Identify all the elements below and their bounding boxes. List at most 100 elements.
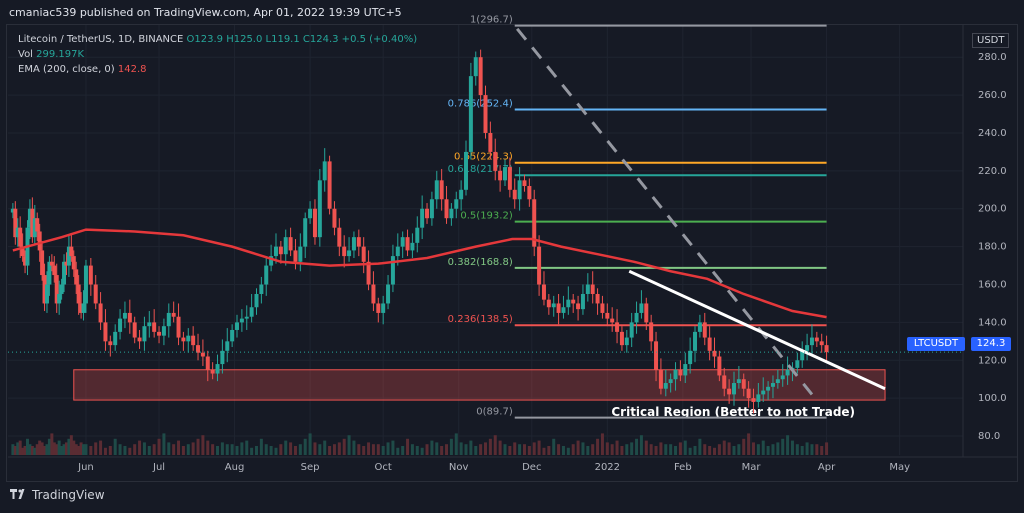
volume-bar [89, 446, 93, 455]
volume-bar [503, 444, 507, 455]
x-tick-label: Oct [375, 462, 392, 473]
volume-bar [391, 440, 395, 455]
y-tick-label: 280.0 [978, 52, 1007, 63]
volume-bar [67, 438, 71, 455]
candle-body [702, 322, 707, 338]
candle-body [239, 318, 244, 323]
candle-body [717, 356, 722, 376]
candle-body [76, 284, 81, 304]
x-tick-label: Mar [742, 462, 762, 473]
candle-body [293, 250, 298, 262]
volume-bar [47, 438, 51, 455]
volume-bar [211, 444, 215, 455]
y-tick-label: 120.0 [978, 355, 1007, 366]
price-symbol: LTCUSDT [907, 337, 965, 351]
candle-body [639, 303, 644, 313]
candle-body [152, 322, 157, 332]
candle-body [171, 312, 176, 317]
volume-bar [547, 446, 551, 455]
volume-bar [323, 440, 327, 455]
candle-body [13, 208, 18, 238]
volume-bar [23, 446, 27, 455]
volume-bar [347, 435, 351, 455]
volume-bar [449, 438, 453, 455]
volume-bar [52, 442, 56, 455]
volume-bar [201, 435, 205, 455]
candle-body [634, 312, 639, 323]
candle-body [54, 275, 59, 304]
volume-bar [74, 444, 78, 455]
candle-body [103, 322, 108, 342]
price-chart[interactable]: Critical Region (Better to not Trade) 0(… [0, 0, 1024, 484]
volume-bar [415, 446, 419, 455]
candle-body [600, 303, 605, 313]
candle-body [395, 246, 400, 257]
footer-brand[interactable]: TradingView [10, 488, 105, 502]
volume-bar [35, 444, 39, 455]
volume-bar [727, 442, 731, 455]
volume-bar [732, 446, 736, 455]
volume-bar [94, 442, 98, 455]
critical-region-label: Critical Region (Better to not Trade) [611, 405, 855, 419]
fib-level-label: 1(296.7) [470, 15, 513, 26]
candle-body [32, 218, 37, 238]
volume-bar [771, 444, 775, 455]
volume-bar [474, 446, 478, 455]
candle-body [498, 170, 503, 181]
volume-bar [303, 438, 307, 455]
candle-body [44, 284, 49, 304]
volume-bar [698, 438, 702, 455]
candlesticks [10, 49, 829, 414]
brand-name: TradingView [32, 488, 105, 502]
candle-body [507, 167, 512, 190]
volume-bar [693, 446, 697, 455]
candle-body [595, 293, 600, 304]
x-tick-label: Nov [449, 462, 469, 473]
candle-body [166, 312, 171, 327]
candle-body [673, 369, 678, 380]
y-tick-label: 100.0 [978, 393, 1007, 404]
volume-bar [717, 444, 721, 455]
fib-level-label: 0.236(138.5) [448, 314, 513, 325]
ema200-line [12, 228, 827, 319]
volume-bar [518, 444, 522, 455]
volume-bar [674, 446, 678, 455]
currency-label[interactable]: USDT [972, 33, 1010, 48]
volume-bar [664, 444, 668, 455]
volume-bar [513, 442, 517, 455]
candle-body [176, 316, 181, 338]
candle-body [668, 379, 673, 384]
volume-bar [761, 440, 765, 455]
volume-bar [596, 438, 600, 455]
candle-body [731, 383, 736, 395]
volume-bar [60, 446, 64, 455]
volume-bar [342, 438, 346, 455]
volume-bar [62, 444, 66, 455]
candle-body [376, 303, 381, 313]
volume-bar [113, 438, 117, 455]
candle-body [69, 246, 74, 257]
candle-body [18, 227, 23, 247]
volume-bar [459, 442, 463, 455]
volume-bar [776, 442, 780, 455]
tradingview-logo-icon [10, 489, 25, 499]
volume-bar [11, 444, 15, 455]
candle-body [366, 261, 371, 285]
volume-bar [371, 444, 375, 455]
candle-body [619, 331, 624, 346]
candle-body [819, 341, 824, 346]
volume-bar [669, 444, 673, 455]
volume-bar [654, 446, 658, 455]
y-tick-label: 240.0 [978, 128, 1007, 139]
volume-bar [756, 444, 760, 455]
volume-bar [620, 446, 624, 455]
volume-bar [352, 440, 356, 455]
candle-body [390, 256, 395, 285]
volume-bar [313, 442, 317, 455]
candle-body [108, 341, 113, 346]
candle-body [74, 269, 79, 285]
candle-body [118, 318, 123, 332]
candle-body [64, 261, 69, 266]
candle-body [658, 369, 663, 389]
volume-bar [542, 447, 546, 455]
